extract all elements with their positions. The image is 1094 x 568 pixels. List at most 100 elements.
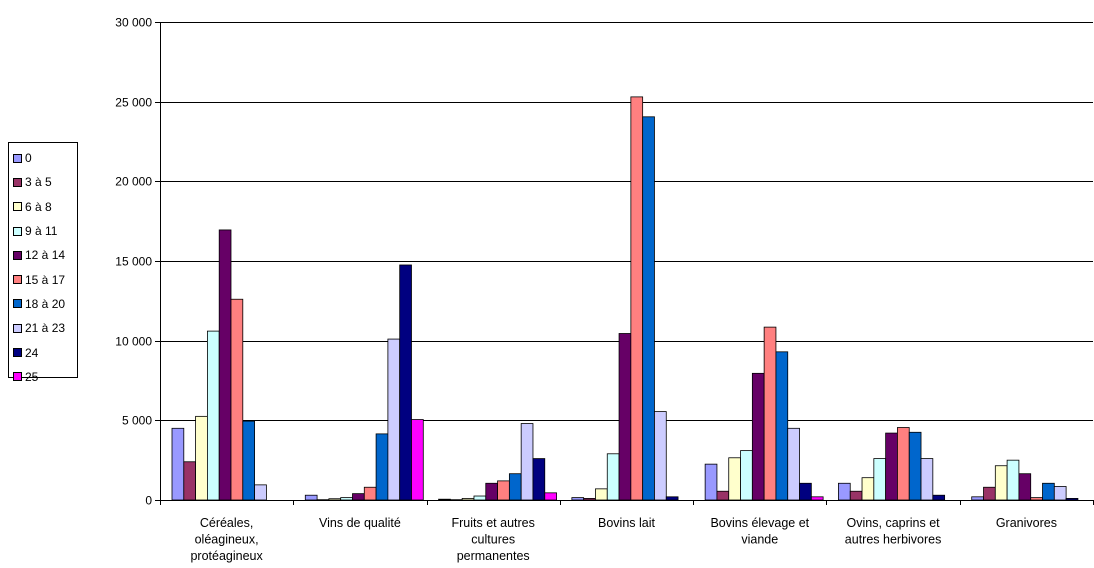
bar (485, 482, 498, 501)
legend-item: 3 à 5 (9, 170, 77, 194)
x-category-label: Céréales, oléagineux, protéagineux (190, 516, 263, 563)
legend-label: 24 (25, 345, 39, 360)
gridlines (160, 22, 1093, 421)
bar (665, 496, 679, 501)
bar (352, 493, 365, 501)
legend-item: 9 à 11 (9, 219, 77, 243)
bar (254, 484, 267, 501)
bar (340, 497, 353, 501)
axis-labels: 0 5 000 10 000 15 000 20 000 25 000 30 000 Céré… (115, 16, 1057, 564)
bar (642, 116, 655, 501)
legend-label: 21 à 23 (25, 321, 66, 336)
bar (838, 482, 851, 501)
bar (304, 494, 318, 501)
legend-item: 21 à 23 (9, 316, 77, 340)
bar (630, 96, 644, 501)
y-tick-label: 15 000 (115, 255, 152, 269)
bar (328, 498, 342, 501)
bar (206, 330, 220, 501)
bar (897, 427, 910, 501)
bar (461, 498, 475, 501)
bar (1030, 497, 1043, 501)
bar (618, 333, 632, 501)
bar (508, 473, 522, 501)
bars (171, 96, 1079, 501)
legend-item: 24 (9, 340, 77, 364)
bar (873, 458, 887, 501)
legend-label: 6 à 8 (25, 199, 52, 214)
x-category-label-line: Vins de qualité (319, 516, 401, 530)
bar (994, 465, 1008, 501)
y-tick-label: 5 000 (122, 414, 152, 428)
x-category-label-line: permanentes (457, 549, 530, 563)
bar (861, 477, 875, 501)
y-tick-label: 10 000 (115, 335, 152, 349)
x-category-label-line: Bovins lait (598, 516, 655, 530)
bar (218, 229, 232, 501)
legend-swatch (13, 202, 22, 212)
bar (849, 490, 863, 501)
bar (583, 498, 596, 501)
bar (775, 351, 789, 501)
legend-item: 12 à 14 (9, 243, 77, 267)
legend-label: 15 à 17 (25, 272, 66, 287)
legend-label: 3 à 5 (25, 175, 52, 190)
bar (787, 427, 800, 501)
x-category-label: Fruits et autres cultures permanentes (452, 516, 535, 563)
y-tick-label: 30 000 (115, 16, 152, 30)
legend-label: 9 à 11 (25, 224, 58, 239)
legend-swatch (13, 226, 22, 236)
legend-swatch (13, 250, 22, 260)
legend-swatch (13, 372, 22, 382)
bar (1042, 482, 1055, 501)
bar (1006, 459, 1020, 501)
legend-label: 18 à 20 (25, 296, 66, 311)
x-category-label-line: Granivores (996, 516, 1057, 530)
y-tick-label: 20 000 (115, 175, 152, 189)
bar (971, 496, 984, 501)
bar (411, 419, 424, 501)
legend-swatch (13, 348, 22, 358)
bar (183, 461, 197, 501)
y-tick-label: 0 (145, 494, 152, 508)
x-category-label: Granivores (996, 516, 1057, 530)
legend-item: 0 (9, 146, 77, 170)
x-category-label-line: cultures (471, 533, 515, 547)
bar (1018, 473, 1032, 501)
bar (704, 463, 718, 501)
bar (195, 415, 208, 501)
legend-label: 25 (25, 369, 39, 384)
bar (885, 432, 898, 501)
bar (544, 492, 557, 501)
legend-label: 0 (25, 151, 32, 166)
bar (520, 423, 534, 501)
bar (595, 488, 608, 501)
bar (1053, 486, 1067, 501)
x-category-label: Ovins, caprins et autres herbivores (845, 516, 942, 547)
bar (171, 427, 185, 501)
bar (532, 458, 546, 501)
bar (1065, 498, 1079, 501)
legend-swatch (13, 275, 22, 285)
bar (654, 411, 667, 501)
bar (763, 326, 777, 501)
bar (920, 458, 934, 501)
x-category-label-line: Ovins, caprins et (847, 516, 941, 530)
bar (571, 497, 585, 501)
bar (438, 498, 451, 501)
x-category-label: Vins de qualité (319, 516, 401, 530)
bar (473, 495, 487, 501)
x-category-label: Bovins lait (598, 516, 655, 530)
x-category-label-line: Céréales, (200, 516, 254, 530)
bar (810, 496, 824, 501)
bar (932, 494, 946, 501)
legend-label: 12 à 14 (25, 248, 66, 263)
legend-item: 25 (9, 365, 77, 389)
x-category-label-line: autres herbivores (845, 533, 942, 547)
bar (387, 338, 401, 501)
legend-swatch (13, 153, 22, 163)
bar (740, 450, 753, 501)
bar (908, 431, 922, 501)
x-category-label: Bovins élevage et viande (710, 516, 809, 547)
